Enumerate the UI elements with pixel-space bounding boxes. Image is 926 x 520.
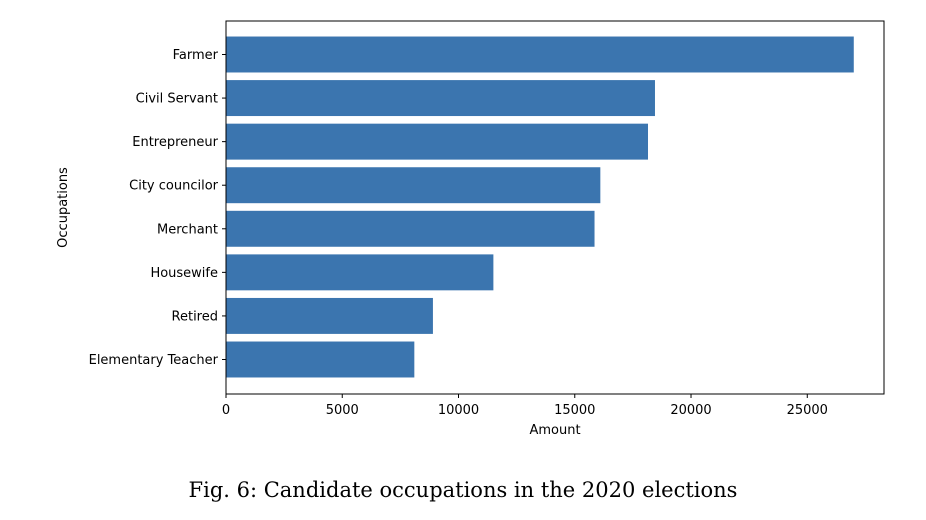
y-tick-label: Entrepreneur	[132, 135, 218, 150]
x-tick-label: 15000	[554, 403, 595, 418]
y-tick-label: Elementary Teacher	[89, 353, 219, 368]
bars-layer	[226, 36, 854, 378]
y-tick-label: Farmer	[173, 48, 219, 63]
x-tick-label: 10000	[438, 403, 479, 418]
bar-merchant	[226, 210, 595, 247]
x-tick-label: 5000	[326, 403, 359, 418]
bar-retired	[226, 297, 433, 334]
y-ticks: Farmer Civil Servant Entrepreneur City coun…	[89, 48, 226, 368]
x-tick-label: 25000	[787, 403, 828, 418]
y-tick-label: City councilor	[129, 179, 219, 194]
plot-frame	[225, 20, 885, 395]
y-tick-label: Civil Servant	[136, 92, 218, 107]
y-axis-label: Occupations	[56, 167, 71, 248]
bar-housewife	[226, 254, 494, 291]
bar-chart: Farmer Civil Servant Entrepreneur City coun…	[56, 20, 885, 438]
x-axis-label: Amount	[529, 423, 580, 438]
y-tick-label: Housewife	[150, 266, 218, 281]
bar-city-councilor	[226, 167, 601, 204]
x-tick-label: 20000	[670, 403, 711, 418]
y-tick-label: Retired	[172, 309, 218, 324]
plot-area	[226, 21, 884, 394]
bar-farmer	[226, 36, 854, 73]
bar-elementary-teacher	[226, 341, 415, 378]
chart-svg: Farmer Civil Servant Entrepreneur City coun…	[56, 20, 885, 438]
x-tick-label: 0	[222, 403, 230, 418]
y-tick-label: Merchant	[157, 222, 218, 237]
x-ticks: 0 5000 10000 15000 20000 25000	[222, 394, 828, 418]
figure-caption: Fig. 6: Candidate occupations in the 202…	[188, 478, 738, 502]
bar-entrepreneur	[226, 123, 649, 160]
bar-civil-servant	[226, 80, 655, 117]
